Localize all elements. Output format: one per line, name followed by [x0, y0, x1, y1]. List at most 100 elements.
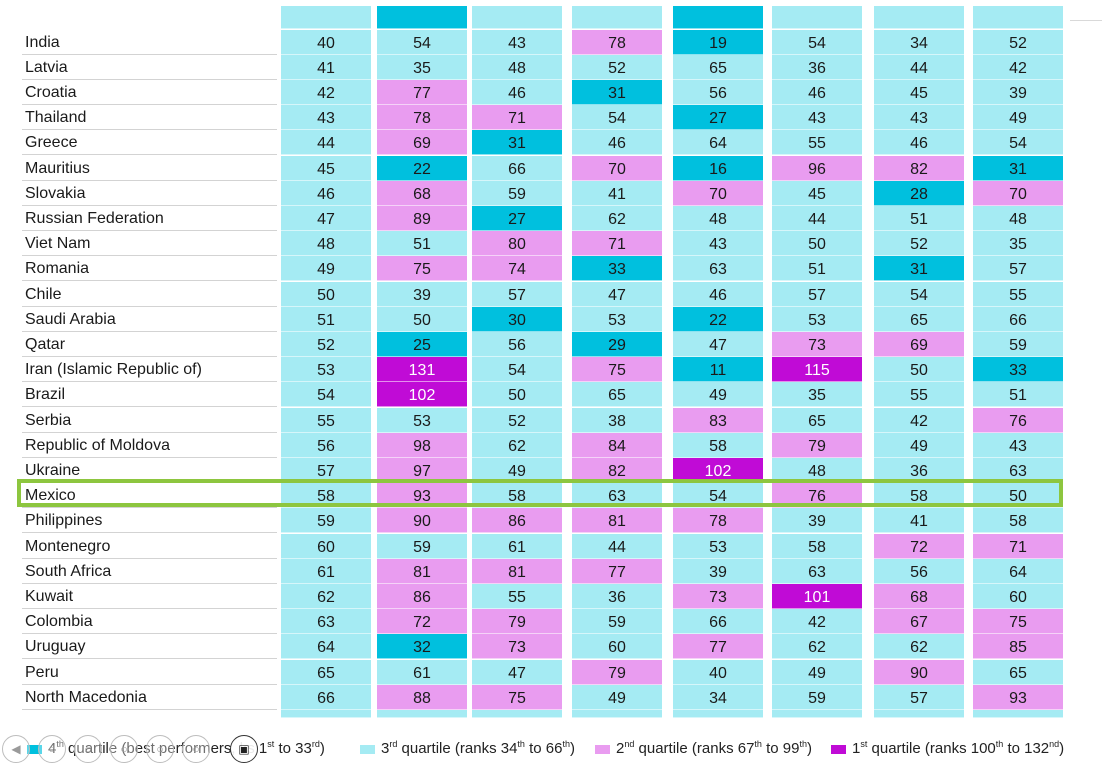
rank-cell: 49	[973, 105, 1063, 131]
rank-cell: 43	[472, 29, 562, 55]
overall-rank-cell: 42	[281, 79, 371, 105]
rank-cell: 45	[874, 79, 964, 105]
overall-rank-cell: 53	[281, 357, 371, 383]
caption-icon[interactable]: ▣	[230, 735, 258, 763]
overall-rank-cell: 58	[281, 483, 371, 509]
column-tail	[673, 709, 763, 718]
country-name: Mauritius	[22, 156, 277, 181]
legend-swatch-q4	[27, 744, 42, 754]
rank-cell: 65	[874, 306, 964, 332]
cut-off-cell	[281, 6, 371, 30]
rank-cell: 75	[472, 684, 562, 710]
rank-cell: 51	[377, 231, 467, 257]
rank-cell: 88	[377, 684, 467, 710]
rank-cell: 78	[572, 29, 662, 55]
overall-rank-cell: 49	[281, 256, 371, 282]
legend-swatch-q1	[831, 744, 846, 754]
rank-cell: 65	[772, 407, 862, 433]
nav-button[interactable]: ○	[38, 735, 66, 763]
rank-cell: 25	[377, 331, 467, 357]
country-name: Croatia	[22, 80, 277, 105]
rank-cell: 49	[772, 659, 862, 685]
rank-cell: 57	[772, 281, 862, 307]
country-name: Latvia	[22, 55, 277, 80]
rank-cell: 65	[673, 54, 763, 80]
overall-rank-cell: 52	[281, 331, 371, 357]
rank-cell: 71	[572, 231, 662, 257]
rank-cell: 44	[572, 533, 662, 559]
nav-button[interactable]: ○	[110, 735, 138, 763]
rank-cell: 52	[973, 29, 1063, 55]
rank-cell: 60	[973, 583, 1063, 609]
rank-cell: 39	[377, 281, 467, 307]
rank-cell: 31	[874, 256, 964, 282]
rank-cell: 64	[973, 558, 1063, 584]
rank-cell: 39	[772, 508, 862, 534]
legend-item-q2: 2nd quartile (ranks 67th to 99th)	[595, 738, 812, 760]
nav-button[interactable]: ○	[74, 735, 102, 763]
rank-cell: 44	[874, 54, 964, 80]
overall-rank-cell: 45	[281, 155, 371, 181]
rank-cell: 46	[673, 281, 763, 307]
rank-cell: 75	[973, 609, 1063, 635]
rank-cell: 96	[772, 155, 862, 181]
country-name: Peru	[22, 660, 277, 685]
rank-cell: 73	[472, 634, 562, 660]
rank-cell: 45	[772, 180, 862, 206]
overall-rank-cell: 55	[281, 407, 371, 433]
rank-cell: 55	[472, 583, 562, 609]
rank-cell: 52	[874, 231, 964, 257]
rank-cell: 59	[572, 609, 662, 635]
cut-off-cell	[472, 6, 562, 30]
rank-cell: 101	[772, 583, 862, 609]
column-tail	[281, 709, 371, 718]
overall-rank-cell: 40	[281, 29, 371, 55]
chevron-left-icon[interactable]: ◀	[2, 735, 30, 763]
rank-cell: 52	[472, 407, 562, 433]
rank-cell: 58	[772, 533, 862, 559]
rank-cell: 75	[377, 256, 467, 282]
rank-cell: 57	[973, 256, 1063, 282]
legend-item-q4: 4th quartile (best performers, ks 1st to…	[27, 738, 325, 760]
rank-cell: 59	[772, 684, 862, 710]
rank-cell: 36	[572, 583, 662, 609]
rank-cell: 19	[673, 29, 763, 55]
rank-cell: 53	[377, 407, 467, 433]
country-name: Viet Nam	[22, 231, 277, 257]
rank-cell: 51	[973, 382, 1063, 408]
rank-cell: 47	[572, 281, 662, 307]
rank-cell: 63	[572, 483, 662, 509]
rank-cell: 54	[973, 130, 1063, 156]
rank-cell: 29	[572, 331, 662, 357]
overall-rank-cell: 50	[281, 281, 371, 307]
rank-cell: 41	[874, 508, 964, 534]
rank-cell: 36	[874, 457, 964, 483]
rank-cell: 75	[572, 357, 662, 383]
rank-cell: 55	[973, 281, 1063, 307]
rank-cell: 86	[377, 583, 467, 609]
rank-cell: 71	[472, 105, 562, 131]
country-name: South Africa	[22, 559, 277, 584]
rank-cell: 61	[472, 533, 562, 559]
nav-button[interactable]: ○	[182, 735, 210, 763]
rank-cell: 58	[973, 508, 1063, 534]
rank-cell: 63	[772, 558, 862, 584]
country-name: Brazil	[22, 382, 277, 408]
rank-cell: 85	[973, 634, 1063, 660]
column-tail	[572, 709, 662, 718]
overall-rank-cell: 41	[281, 54, 371, 80]
rank-cell: 46	[874, 130, 964, 156]
rank-cell: 77	[673, 634, 763, 660]
rank-cell: 52	[572, 54, 662, 80]
rank-cell: 57	[874, 684, 964, 710]
nav-button[interactable]: ○	[146, 735, 174, 763]
rank-cell: 31	[472, 130, 562, 156]
rank-cell: 69	[377, 130, 467, 156]
overall-rank-cell: 51	[281, 306, 371, 332]
rank-cell: 81	[572, 508, 662, 534]
rank-cell: 70	[572, 155, 662, 181]
rank-cell: 77	[572, 558, 662, 584]
rank-cell: 82	[572, 457, 662, 483]
rank-cell: 31	[973, 155, 1063, 181]
overall-rank-cell: 46	[281, 180, 371, 206]
